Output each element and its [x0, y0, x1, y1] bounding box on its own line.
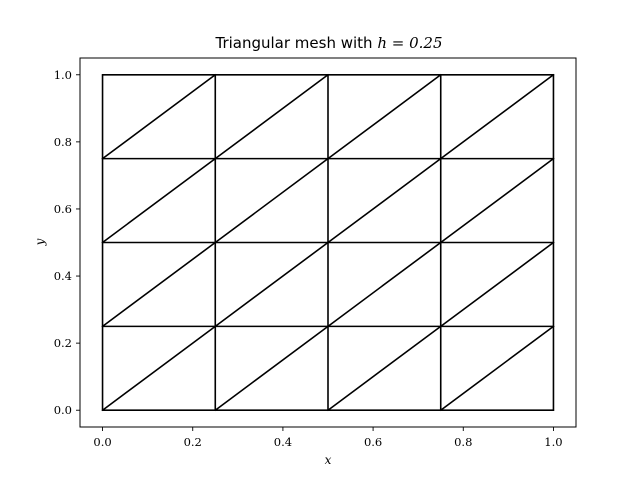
x-tick-label: 0.2	[184, 435, 202, 449]
x-axis-label: x	[325, 453, 332, 467]
y-tick-label: 0.6	[54, 202, 72, 216]
chart-title: Triangular mesh with h = 0.25	[214, 34, 442, 52]
mesh-edge-diagonal	[214, 157, 329, 244]
y-tick-label: 0.0	[54, 403, 72, 417]
chart-title-text: Triangular mesh with	[214, 34, 377, 52]
y-tick-label: 0.8	[54, 135, 72, 149]
y-axis-label: y	[33, 238, 47, 246]
y-axis-ticks: 0.0 0.2 0.4 0.6 0.8 1.0	[54, 68, 80, 417]
mesh-edge-diagonal	[327, 73, 442, 160]
x-tick-label: 0.0	[93, 435, 111, 449]
mesh-edge-diagonal	[439, 241, 555, 328]
mesh-edge-diagonal	[214, 325, 329, 412]
y-tick-label: 1.0	[54, 68, 72, 82]
mesh-edge-diagonal	[101, 241, 217, 328]
mesh-edge-diagonal	[439, 157, 555, 244]
mesh-edge-diagonal	[327, 325, 442, 412]
mesh-edge-diagonal	[327, 241, 442, 328]
x-tick-label: 0.4	[274, 435, 292, 449]
x-axis-ticks: 0.0 0.2 0.4 0.6 0.8 1.0	[93, 427, 563, 449]
mesh-edge-diagonal	[439, 325, 555, 412]
axes-frame	[79, 57, 577, 428]
mesh-edge-diagonal	[214, 241, 329, 328]
mesh-edge-diagonal	[439, 73, 555, 160]
chart-title-math: h = 0.25	[377, 34, 442, 52]
x-tick-label: 0.8	[454, 435, 472, 449]
y-tick-label: 0.2	[54, 336, 72, 350]
mesh-edge-diagonal	[101, 325, 217, 412]
mesh-edges	[101, 73, 555, 412]
x-tick-label: 0.6	[364, 435, 382, 449]
mesh-edge-diagonal	[101, 73, 217, 160]
x-tick-label: 1.0	[544, 435, 562, 449]
mesh-edge-diagonal	[214, 73, 329, 160]
y-tick-label: 0.4	[54, 269, 72, 283]
mesh-edge-diagonal	[101, 157, 217, 244]
mesh-edge-diagonal	[327, 157, 442, 244]
